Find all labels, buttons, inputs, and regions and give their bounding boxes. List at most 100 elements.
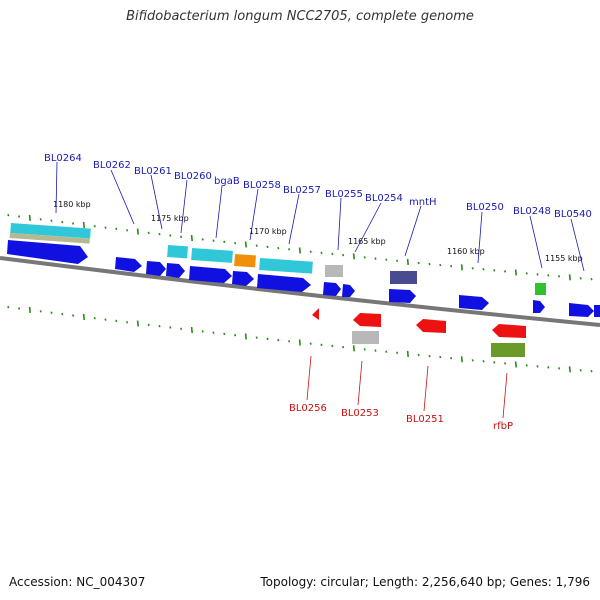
scale-tick	[234, 241, 237, 245]
cds-feature-tan[interactable]	[9, 233, 90, 244]
reverse-gene-arrow[interactable]	[353, 313, 381, 327]
gene-label-BL0253[interactable]: BL0253	[341, 408, 379, 419]
scale-tick	[406, 350, 409, 357]
forward-gene-arrow[interactable]	[323, 282, 341, 296]
forward-gene-arrow[interactable]	[459, 295, 489, 310]
cds-feature-orange[interactable]	[234, 254, 256, 268]
scale-tick	[428, 354, 431, 358]
scale-tick	[536, 273, 539, 276]
forward-gene-arrow[interactable]	[166, 263, 185, 278]
cds-feature-olive[interactable]	[491, 343, 525, 357]
forward-gene-arrow[interactable]	[232, 271, 254, 286]
gene-label-rfbP[interactable]: rfbP	[493, 421, 513, 432]
scale-tick	[385, 350, 388, 353]
gene-label-BL0262[interactable]: BL0262	[93, 160, 131, 171]
gene-label-BL0258[interactable]: BL0258	[243, 180, 281, 191]
accession-text: Accession: NC_004307	[9, 575, 146, 589]
forward-genes	[7, 240, 600, 317]
gene-label-BL0540[interactable]: BL0540	[554, 209, 592, 220]
cds-feature-cyan[interactable]	[10, 222, 91, 239]
gene-label-BL0254[interactable]: BL0254	[365, 193, 403, 204]
gene-label-BL0257[interactable]: BL0257	[283, 185, 321, 196]
forward-gene-arrow[interactable]	[7, 240, 88, 264]
scale-tick	[439, 263, 442, 267]
forward-gene-arrow[interactable]	[146, 261, 166, 276]
cds-feature-cyan[interactable]	[167, 245, 188, 259]
scale-tick	[385, 258, 388, 261]
scale-tick	[471, 359, 474, 362]
gene-label-BL0256[interactable]: BL0256	[289, 403, 327, 414]
forward-gene-labels: BL0264 BL0262 BL0261 BL0260 bgaB BL0258 …	[44, 153, 592, 220]
scale-tick	[18, 215, 21, 218]
scale-label-1180: 1180 kbp	[53, 200, 91, 209]
scale-tick	[579, 277, 582, 280]
scale-tick	[201, 330, 204, 333]
scale-tick	[136, 320, 139, 327]
scale-tick	[136, 228, 139, 235]
scale-tick	[104, 318, 107, 321]
gene-label-mntH[interactable]: mntH	[409, 197, 437, 208]
gene-label-BL0264[interactable]: BL0264	[44, 153, 82, 164]
scale-tick	[255, 244, 258, 247]
forward-gene-arrow[interactable]	[342, 284, 355, 297]
gene-label-BL0248[interactable]: BL0248	[513, 206, 551, 217]
forward-leader-lines	[55, 161, 585, 272]
scale-tick	[331, 252, 334, 256]
cds-feature-green[interactable]	[535, 283, 546, 295]
forward-gene-arrow[interactable]	[257, 274, 311, 292]
reverse-gene-arrow[interactable]	[312, 308, 319, 320]
cds-feature-gray[interactable]	[352, 331, 379, 344]
scale-tick	[590, 369, 593, 373]
scale-ticks	[7, 213, 593, 373]
gene-label-BL0260[interactable]: BL0260	[174, 171, 212, 182]
scale-label-1160: 1160 kbp	[447, 247, 485, 256]
scale-tick	[558, 275, 561, 278]
cds-feature-cyan[interactable]	[259, 258, 313, 274]
forward-gene-arrow[interactable]	[594, 305, 600, 317]
scale-tick	[50, 311, 53, 314]
gene-label-BL0255[interactable]: BL0255	[325, 189, 363, 200]
cds-feature-cyan[interactable]	[191, 248, 233, 263]
scale-tick	[18, 307, 21, 310]
gene-label-BL0251[interactable]: BL0251	[406, 414, 444, 425]
gene-label-bgaB[interactable]: bgaB	[214, 176, 240, 187]
reverse-leader-lines	[306, 355, 508, 419]
scale-tick	[525, 272, 528, 275]
scale-label-1170: 1170 kbp	[249, 227, 287, 236]
cds-feature-navy[interactable]	[390, 271, 417, 284]
scale-tick	[504, 362, 507, 365]
reverse-genes	[312, 308, 526, 357]
gene-label-BL0250[interactable]: BL0250	[466, 202, 504, 213]
cds-feature-gray[interactable]	[325, 265, 343, 277]
scale-tick	[514, 269, 517, 276]
scale-tick	[417, 353, 420, 357]
forward-gene-arrow[interactable]	[115, 257, 142, 272]
scale-tick	[396, 351, 399, 355]
forward-gene-arrow[interactable]	[533, 300, 545, 313]
scale-tick	[525, 364, 528, 367]
forward-gene-arrow[interactable]	[389, 289, 416, 303]
scale-tick	[158, 324, 161, 328]
scale-tick	[126, 229, 129, 232]
scale-tick	[471, 267, 474, 270]
scale-labels: 1180 kbp 1175 kbp 1170 kbp 1165 kbp 1160…	[53, 200, 583, 263]
forward-gene-arrow[interactable]	[569, 303, 594, 317]
scale-tick	[374, 349, 377, 352]
scale-tick	[82, 313, 85, 320]
scale-tick	[396, 259, 399, 263]
reverse-gene-arrow[interactable]	[416, 319, 446, 333]
scale-tick	[547, 274, 550, 277]
genome-backbone	[0, 256, 600, 327]
scale-tick	[223, 240, 226, 244]
scale-tick	[428, 262, 431, 266]
scale-tick	[115, 319, 118, 323]
forward-gene-arrow[interactable]	[189, 266, 232, 283]
scale-tick	[266, 337, 269, 341]
scale-tick	[417, 261, 420, 265]
gene-label-BL0261[interactable]: BL0261	[134, 166, 172, 177]
scale-tick	[298, 247, 301, 254]
reverse-gene-labels: BL0256 BL0253 BL0251 rfbP	[289, 403, 513, 432]
reverse-gene-arrow[interactable]	[492, 324, 526, 338]
scale-tick	[104, 226, 107, 229]
scale-tick	[460, 264, 463, 271]
